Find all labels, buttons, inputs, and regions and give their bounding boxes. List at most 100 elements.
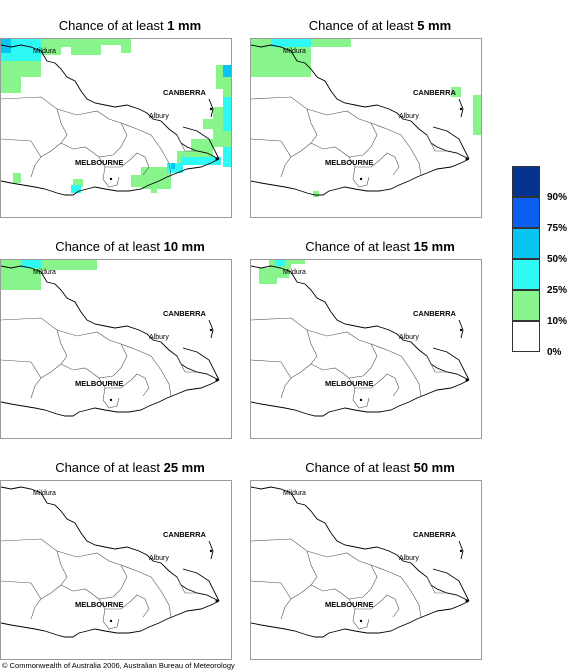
- act-border: [208, 98, 214, 118]
- prob-cell-25: [275, 260, 285, 266]
- map-frame: Mildura CANBERRA Albury MELBOURNE: [250, 259, 482, 439]
- legend-label-25: 25%: [547, 285, 568, 296]
- prob-cell-10: [13, 173, 21, 183]
- prob-cell-10: [191, 139, 213, 161]
- panel-title-prefix: Chance of at least: [58, 18, 164, 33]
- label-melbourne: MELBOURNE: [325, 600, 373, 609]
- panel-10mm: Chance of at least 10 mm: [0, 239, 260, 439]
- state-border: [1, 44, 220, 196]
- legend-swatch-25: [512, 259, 540, 290]
- legend-swatch-75: [512, 197, 540, 228]
- prob-cell-10: [259, 268, 289, 278]
- prob-cell-10: [131, 175, 143, 187]
- label-albury: Albury: [149, 113, 169, 120]
- prob-cell-10: [41, 39, 101, 47]
- prob-cell-10: [41, 260, 97, 270]
- map-frame: Mildura CANBERRA Albury MELBOURNE: [250, 480, 482, 660]
- panel-title: Chance of at least 25 mm: [0, 460, 260, 475]
- label-canberra: CANBERRA: [413, 88, 457, 97]
- victoria-map: Mildura CANBERRA Albury MELBOURNE: [1, 39, 231, 196]
- district-boundaries: [1, 317, 197, 409]
- victoria-map: Mildura CANBERRA Albury MELBOURNE: [251, 260, 470, 417]
- legend-swatch-50: [512, 228, 540, 259]
- label-canberra: CANBERRA: [163, 530, 207, 539]
- panel-title-prefix: Chance of at least: [305, 460, 410, 475]
- label-mildura: Mildura: [33, 490, 56, 497]
- label-albury: Albury: [149, 555, 169, 562]
- prob-cell-25: [181, 157, 221, 165]
- prob-cell-10: [1, 77, 21, 93]
- label-canberra: CANBERRA: [163, 88, 207, 97]
- rain-probability-overlay: [251, 39, 481, 197]
- prob-cell-10: [216, 65, 224, 89]
- district-boundaries: [251, 538, 447, 630]
- prob-cell-10: [73, 179, 83, 187]
- prob-cell-25: [223, 97, 231, 131]
- prob-cell-10: [101, 39, 131, 45]
- district-boundaries: [251, 317, 447, 409]
- map-frame: Mildura CANBERRA Albury MELBOURNE: [0, 480, 232, 660]
- map-frame: Mildura CANBERRA Albury MELBOURNE: [250, 38, 482, 218]
- legend-label-0: 0%: [547, 347, 562, 358]
- panel-5mm: Chance of at least 5 mm: [250, 18, 510, 218]
- district-boundaries: [1, 538, 197, 630]
- city-markers: [109, 549, 219, 623]
- label-canberra: CANBERRA: [413, 530, 457, 539]
- prob-cell-10: [291, 260, 305, 264]
- city-markers: [359, 107, 469, 181]
- prob-cell-25: [271, 39, 311, 47]
- state-border: [1, 265, 220, 417]
- label-mildura: Mildura: [283, 269, 306, 276]
- panel-title: Chance of at least 50 mm: [250, 460, 510, 475]
- city-markers: [109, 328, 219, 402]
- city-markers: [109, 107, 219, 181]
- prob-cell-25: [223, 147, 231, 167]
- prob-cell-10: [121, 45, 131, 53]
- label-mildura: Mildura: [283, 490, 306, 497]
- copyright-footer: © Commonwealth of Australia 2006, Austra…: [2, 661, 235, 670]
- panel-1mm: Chance of at least 1 mm: [0, 18, 260, 218]
- label-melbourne: MELBOURNE: [75, 600, 123, 609]
- prob-cell-50: [223, 65, 231, 77]
- victoria-map: Mildura CANBERRA Albury MELBOURNE: [251, 486, 470, 638]
- panel-25mm: Chance of at least 25 mm: [0, 460, 260, 660]
- prob-cell-10: [313, 191, 319, 197]
- district-boundaries: [251, 96, 447, 188]
- label-albury: Albury: [399, 555, 419, 562]
- panel-title-threshold: 25 mm: [163, 460, 205, 475]
- label-albury: Albury: [149, 334, 169, 341]
- rain-probability-overlay: [259, 260, 305, 284]
- label-melbourne: MELBOURNE: [75, 379, 123, 388]
- panel-title: Chance of at least 15 mm: [250, 239, 510, 254]
- legend-swatch-0: [512, 321, 540, 352]
- prob-cell-10: [213, 107, 223, 147]
- label-albury: Albury: [399, 334, 419, 341]
- prob-cell-10: [203, 119, 213, 129]
- label-albury: Albury: [399, 113, 419, 120]
- victoria-map: Mildura CANBERRA Albury MELBOURNE: [1, 486, 220, 638]
- panel-title-prefix: Chance of at least: [305, 239, 410, 254]
- legend-swatch-10: [512, 290, 540, 321]
- map-frame: Mildura CANBERRA Albury MELBOURNE: [0, 259, 232, 439]
- legend-label-75: 75%: [547, 223, 568, 234]
- panel-title-threshold: 15 mm: [413, 239, 455, 254]
- prob-cell-25: [71, 185, 81, 193]
- label-mildura: Mildura: [283, 48, 306, 55]
- label-melbourne: MELBOURNE: [75, 158, 123, 167]
- panel-title-prefix: Chance of at least: [308, 18, 414, 33]
- panel-50mm: Chance of at least 50 mm: [250, 460, 510, 660]
- rain-probability-overlay: [1, 260, 97, 290]
- murray-river: [1, 44, 220, 160]
- state-border: [251, 265, 470, 417]
- panel-title-prefix: Chance of at least: [55, 460, 160, 475]
- state-border-east: [182, 126, 220, 160]
- legend-label-10: 10%: [547, 316, 568, 327]
- city-markers: [359, 328, 469, 402]
- panel-title: Chance of at least 10 mm: [0, 239, 260, 254]
- prob-cell-10: [151, 187, 157, 193]
- map-frame: Mildura CANBERRA Albury MELBOURNE: [0, 38, 232, 218]
- rain-probability-overlay: [1, 39, 231, 193]
- prob-cell-10: [71, 47, 101, 55]
- label-melbourne: MELBOURNE: [325, 379, 373, 388]
- prob-cell-10: [473, 95, 481, 135]
